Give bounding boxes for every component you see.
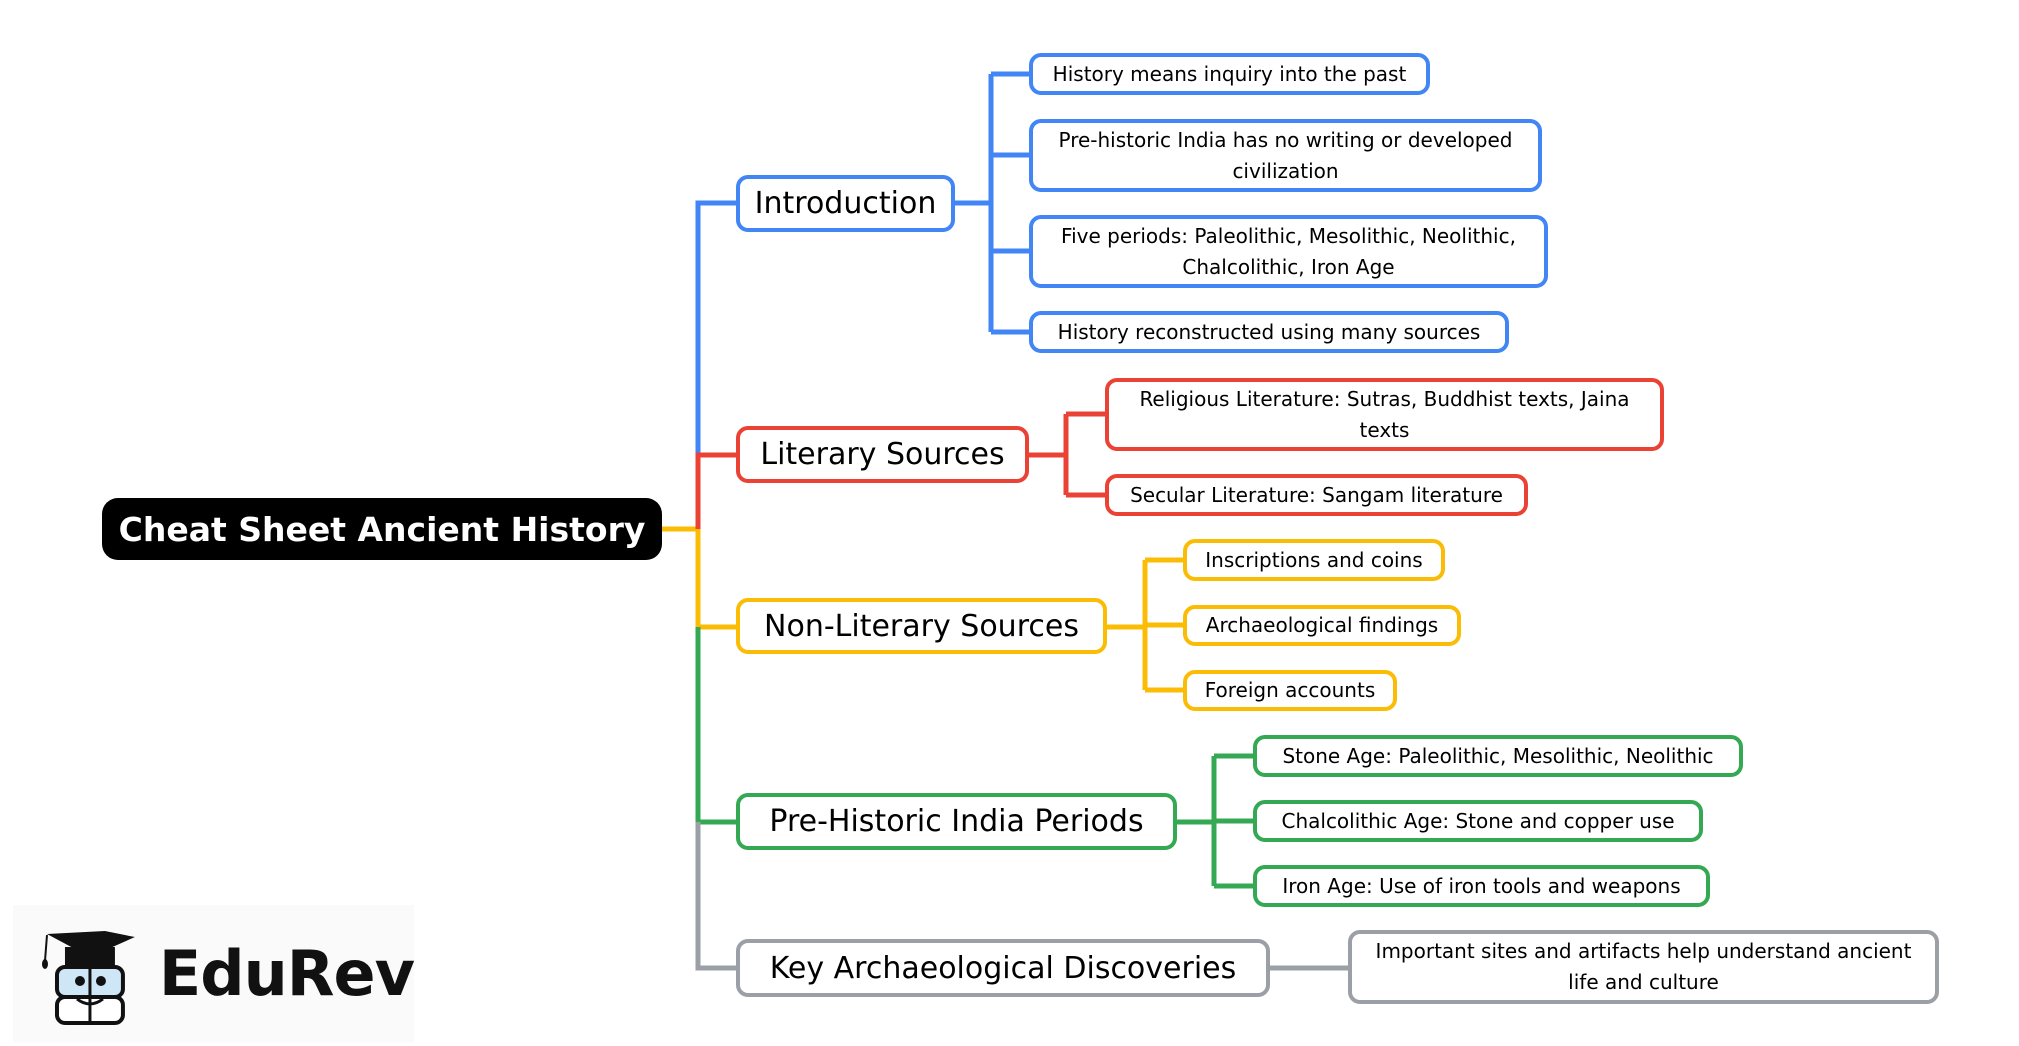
leaf-intro-4: History reconstructed using many sources bbox=[1029, 311, 1509, 353]
branch-literary-sources: Literary Sources bbox=[736, 426, 1029, 483]
intro-connectors bbox=[955, 71, 1029, 335]
edurev-logo: EduRev bbox=[13, 905, 415, 1042]
leaf-literary-1: Religious Literature: Sutras, Buddhist t… bbox=[1105, 378, 1664, 451]
leaf-intro-1: History means inquiry into the past bbox=[1029, 53, 1430, 95]
leaf-prehistoric-3: Iron Age: Use of iron tools and weapons bbox=[1253, 865, 1710, 907]
trunk-nonliterary bbox=[695, 529, 736, 630]
trunk-literary bbox=[695, 452, 736, 529]
graduation-cap-mascot-icon bbox=[41, 930, 135, 1025]
leaf-prehistoric-1: Stone Age: Paleolithic, Mesolithic, Neol… bbox=[1253, 735, 1743, 777]
leaf-nonliterary-3: Foreign accounts bbox=[1183, 670, 1397, 711]
trunk-introduction bbox=[695, 200, 736, 455]
leaf-nonliterary-2: Archaeological findings bbox=[1183, 605, 1461, 646]
trunk-prehistoric bbox=[695, 627, 736, 825]
branch-key-discoveries: Key Archaeological Discoveries bbox=[736, 939, 1270, 997]
leaf-intro-3: Five periods: Paleolithic, Mesolithic, N… bbox=[1029, 215, 1548, 288]
trunk-key bbox=[695, 822, 736, 971]
prehistoric-connectors bbox=[1177, 753, 1253, 889]
leaf-nonliterary-1: Inscriptions and coins bbox=[1183, 539, 1445, 581]
leaf-intro-2: Pre-historic India has no writing or dev… bbox=[1029, 119, 1542, 192]
branch-non-literary-sources: Non-Literary Sources bbox=[736, 598, 1107, 654]
leaf-literary-2: Secular Literature: Sangam literature bbox=[1105, 474, 1528, 516]
leaf-prehistoric-2: Chalcolithic Age: Stone and copper use bbox=[1253, 800, 1703, 842]
branch-prehistoric-periods: Pre-Historic India Periods bbox=[736, 793, 1177, 850]
logo-text: EduRev bbox=[158, 937, 415, 1010]
root-node: Cheat Sheet Ancient History bbox=[102, 498, 662, 560]
branch-introduction: Introduction bbox=[736, 175, 955, 232]
literary-connectors bbox=[1029, 411, 1105, 498]
leaf-key-1: Important sites and artifacts help under… bbox=[1348, 930, 1939, 1004]
nonliterary-connectors bbox=[1107, 557, 1183, 693]
